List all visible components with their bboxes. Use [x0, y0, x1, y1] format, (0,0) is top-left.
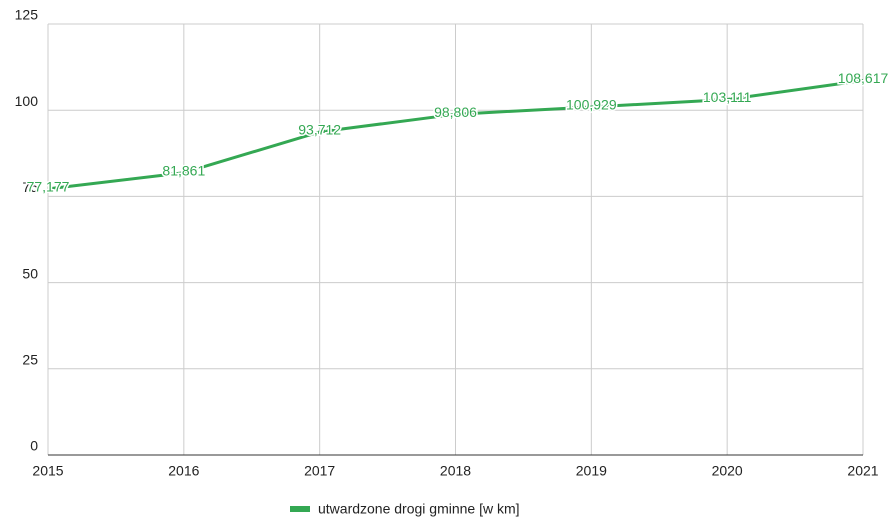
- data-label: 81,861: [162, 162, 205, 178]
- x-tick-label: 2015: [32, 463, 63, 479]
- x-tick-label: 2020: [712, 463, 743, 479]
- data-label: 103,111: [703, 89, 752, 105]
- data-label: 77,177: [27, 179, 70, 195]
- legend-label: utwardzone drogi gminne [w km]: [318, 501, 520, 517]
- data-label: 98,806: [434, 104, 477, 120]
- y-tick-label: 0: [30, 438, 38, 454]
- data-label: 100,929: [566, 97, 617, 113]
- y-tick-label: 50: [22, 265, 38, 281]
- data-label: 93,712: [298, 122, 341, 138]
- legend-swatch: [290, 506, 310, 512]
- x-tick-label: 2016: [168, 463, 199, 479]
- x-tick-label: 2019: [576, 463, 607, 479]
- y-tick-label: 25: [22, 352, 38, 368]
- x-tick-label: 2018: [440, 463, 471, 479]
- y-tick-label: 100: [15, 93, 39, 109]
- y-tick-label: 75: [22, 179, 38, 195]
- data-label: 108,617: [838, 70, 889, 86]
- x-tick-label: 2017: [304, 463, 335, 479]
- y-tick-label: 125: [15, 7, 39, 23]
- x-tick-label: 2021: [847, 463, 878, 479]
- data-line: [47, 79, 864, 191]
